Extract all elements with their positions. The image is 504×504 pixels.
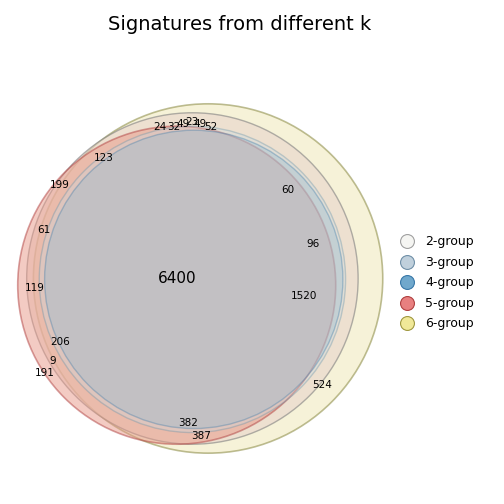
Text: 206: 206 bbox=[50, 337, 70, 347]
Circle shape bbox=[27, 113, 358, 444]
Text: 32: 32 bbox=[167, 122, 180, 132]
Text: 524: 524 bbox=[312, 380, 332, 390]
Circle shape bbox=[44, 130, 343, 428]
Text: 387: 387 bbox=[192, 431, 211, 441]
Text: 49: 49 bbox=[193, 119, 206, 129]
Text: 96: 96 bbox=[307, 238, 320, 248]
Text: 52: 52 bbox=[204, 122, 217, 132]
Text: 61: 61 bbox=[37, 225, 50, 235]
Text: 191: 191 bbox=[35, 367, 55, 377]
Title: Signatures from different k: Signatures from different k bbox=[108, 15, 371, 34]
Text: 123: 123 bbox=[94, 153, 114, 163]
Text: 24: 24 bbox=[154, 122, 167, 132]
Text: 1520: 1520 bbox=[291, 291, 318, 301]
Legend: 2-group, 3-group, 4-group, 5-group, 6-group: 2-group, 3-group, 4-group, 5-group, 6-gr… bbox=[389, 230, 479, 336]
Text: 60: 60 bbox=[281, 185, 294, 195]
Text: 119: 119 bbox=[24, 283, 44, 293]
Text: 9: 9 bbox=[49, 356, 55, 366]
Text: 199: 199 bbox=[49, 180, 70, 191]
Circle shape bbox=[18, 126, 336, 444]
Text: 382: 382 bbox=[178, 418, 198, 428]
Text: 6400: 6400 bbox=[157, 271, 196, 286]
Text: 49: 49 bbox=[177, 119, 190, 129]
Circle shape bbox=[39, 126, 346, 432]
Text: 23: 23 bbox=[185, 117, 198, 127]
Circle shape bbox=[33, 104, 383, 453]
